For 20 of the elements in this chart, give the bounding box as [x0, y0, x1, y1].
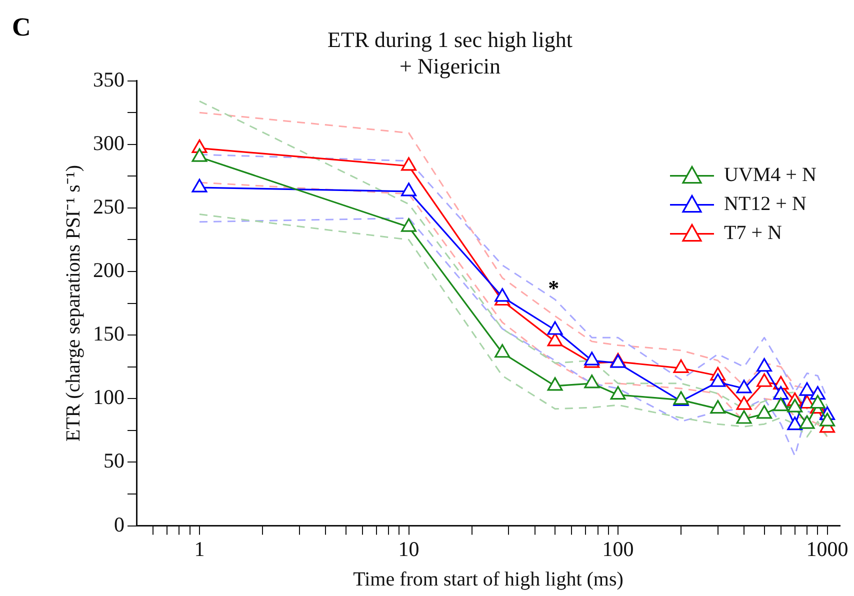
y-tick-label: 250: [93, 194, 124, 218]
x-tick-label: 1000: [806, 536, 848, 561]
legend-label: NT12 + N: [724, 193, 806, 216]
y-tick-label: 100: [93, 385, 124, 410]
y-tick-label: 50: [104, 448, 124, 473]
y-tick-label: 200: [93, 258, 124, 282]
y-axis-title: ETR (charge separations PSI⁻¹ s⁻¹): [62, 164, 84, 442]
legend-label: UVM4 + N: [724, 164, 816, 186]
x-tick-label: 10: [398, 536, 420, 561]
y-tick-label: 300: [93, 130, 124, 155]
legend-label: T7 + N: [724, 222, 782, 244]
chart-title: ETR during 1 sec high light + Nigericin: [327, 26, 573, 78]
x-axis-title: Time from start of high light (ms): [353, 568, 624, 590]
x-tick-label: 100: [602, 536, 634, 561]
x-tick-label: 1: [194, 536, 205, 561]
text: C: [12, 12, 31, 42]
annotation: *: [548, 276, 560, 301]
y-tick-label: 0: [114, 512, 124, 536]
y-tick-label: 350: [93, 67, 124, 92]
y-tick-label: 150: [93, 322, 124, 346]
